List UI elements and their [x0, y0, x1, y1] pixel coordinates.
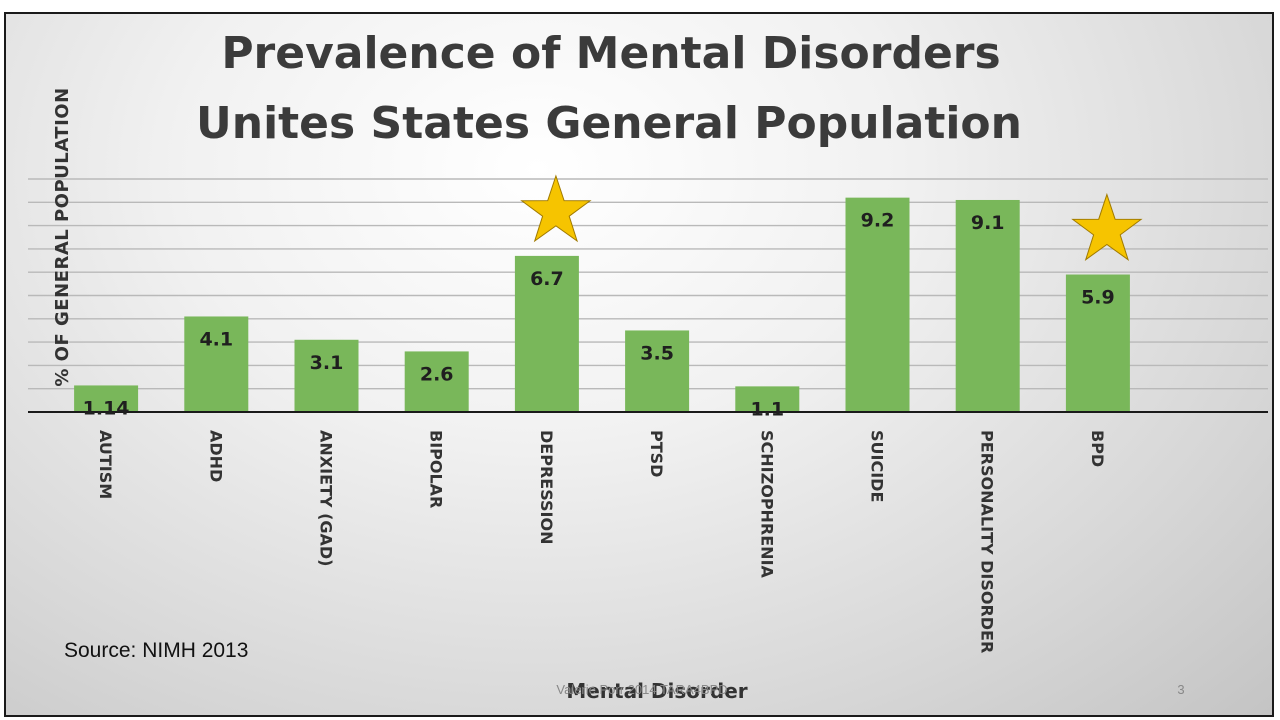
category-tick-label: BIPOLAR	[427, 430, 446, 508]
bar-personality-disorder	[955, 199, 1020, 412]
x-axis-label: Mental Disorder	[566, 679, 747, 703]
category-tick-label: ANXIETY (GAD)	[317, 430, 336, 566]
footer-text: Valerie Porr 2014 TARA4BPD	[556, 682, 727, 697]
bar-suicide	[845, 197, 910, 412]
bar-adhd	[184, 316, 249, 412]
category-tick-label: ADHD	[206, 430, 225, 482]
bar-autism	[74, 385, 139, 412]
category-tick-label: BPD	[1088, 430, 1107, 467]
data-label: 3.1	[310, 352, 344, 374]
slide: 1.14 4.1 3.1 2.6 6.7 3.5 1.1 9.2 9.1 5.9 AUTISM AD…	[4, 12, 1274, 717]
highlight-star-icon	[1071, 192, 1143, 261]
category-tick-label: DEPRESSION	[537, 430, 556, 544]
chart-title-line-1: Prevalence of Mental Disorders	[221, 28, 1000, 79]
data-label: 6.7	[530, 268, 564, 290]
category-labels: AUTISM ADHD ANXIETY (GAD) BIPOLAR DEPRESSION…	[96, 430, 1107, 653]
data-label: 1.14	[83, 397, 130, 419]
bar-chart: 1.14 4.1 3.1 2.6 6.7 3.5 1.1 9.2 9.1 5.9 AUTISM AD…	[28, 28, 1268, 703]
bar-schizophrenia	[735, 386, 800, 412]
bars	[74, 197, 1130, 412]
data-label: 1.1	[750, 398, 784, 420]
data-label: 4.1	[199, 328, 233, 350]
highlight-stars	[520, 174, 1143, 261]
y-axis-label: % OF GENERAL POPULATION	[52, 87, 73, 386]
bar-anxiety-gad-	[294, 339, 359, 412]
category-tick-label: SUICIDE	[868, 430, 887, 502]
bar-ptsd	[625, 330, 690, 412]
bar-bpd	[1065, 274, 1130, 412]
category-tick-label: PERSONALITY DISORDER	[978, 430, 997, 653]
value-labels: 1.14 4.1 3.1 2.6 6.7 3.5 1.1 9.2 9.1 5.9	[83, 210, 1115, 421]
source-note: Source: NIMH 2013	[64, 639, 248, 662]
data-label: 3.5	[640, 342, 674, 364]
data-label: 2.6	[420, 363, 454, 385]
data-label: 9.2	[861, 210, 895, 232]
category-tick-label: SCHIZOPHRENIA	[757, 430, 776, 579]
category-tick-label: AUTISM	[96, 430, 115, 499]
category-tick-label: PTSD	[647, 430, 666, 477]
bar-depression	[514, 255, 579, 412]
slide-number: 3	[1177, 682, 1184, 697]
data-label: 9.1	[971, 212, 1005, 234]
bar-bipolar	[404, 351, 469, 412]
highlight-star-icon	[520, 174, 592, 243]
data-label: 5.9	[1081, 287, 1115, 309]
chart-title-line-2: Unites States General Population	[196, 98, 1022, 149]
